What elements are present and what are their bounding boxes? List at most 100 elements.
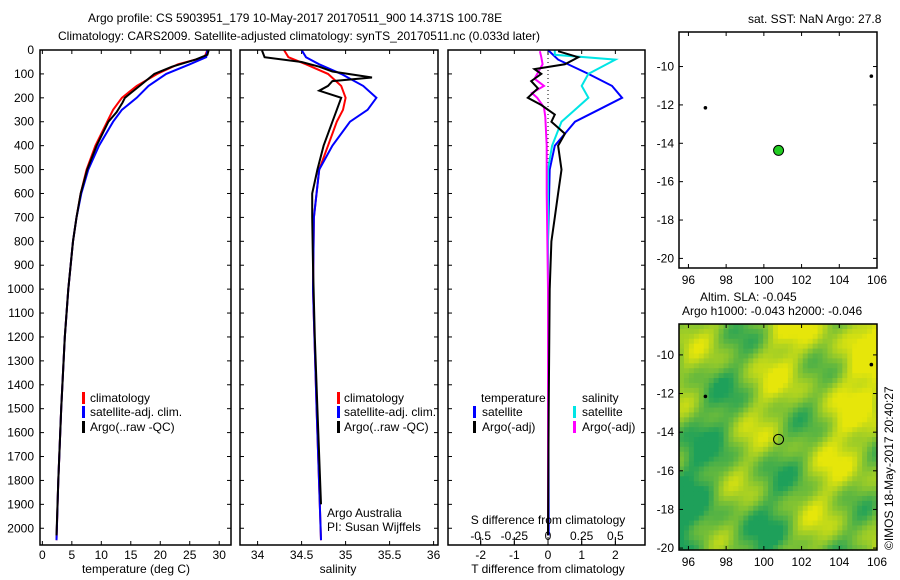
sla-cell: [733, 446, 739, 453]
sla-cell: [693, 476, 700, 482]
sla-cell: [768, 397, 774, 404]
sla-cell: [693, 387, 700, 394]
legend-s-satellite: satellite: [582, 405, 623, 419]
sla-cell: [797, 451, 804, 458]
sla-cell: [857, 486, 863, 492]
sla-cell: [748, 515, 754, 522]
sla-cell: [778, 525, 784, 531]
sla-cell: [713, 476, 720, 482]
sla-cell: [683, 387, 690, 394]
sla-cell: [718, 363, 725, 369]
sla-cell: [713, 328, 720, 335]
sla-cell: [693, 363, 700, 369]
sla-cell: [679, 333, 685, 340]
sla-cell: [768, 382, 774, 389]
sla-cell: [812, 535, 819, 541]
sla-cell: [867, 343, 873, 350]
x-tick-label: 104: [829, 273, 849, 287]
sla-cell: [812, 382, 819, 389]
sla-cell: [827, 333, 834, 340]
sla-cell: [753, 525, 759, 531]
sla-cell: [872, 510, 878, 517]
sla-cell: [713, 437, 720, 443]
sla-cell: [852, 540, 858, 546]
sla-cell: [812, 343, 819, 350]
sla-cell: [842, 358, 848, 364]
sla-cell: [822, 387, 829, 394]
sla-cell: [768, 466, 774, 472]
sla-cell: [852, 382, 858, 389]
sla-cell: [743, 505, 749, 512]
sla-cell: [852, 348, 858, 355]
sla-cell: [802, 505, 809, 512]
sla-cell: [797, 545, 804, 551]
sla-cell: [852, 328, 858, 335]
legend-temperature: temperature: [481, 391, 546, 405]
sla-cell: [693, 412, 700, 418]
sla-cell: [708, 387, 715, 394]
sla-cell: [713, 441, 720, 448]
sla-cell: [778, 333, 784, 340]
sla-cell: [867, 373, 873, 379]
sla-cell: [748, 358, 754, 364]
sla-cell: [867, 378, 873, 384]
sla-cell: [807, 491, 814, 497]
sla-cell: [768, 387, 774, 394]
sla-cell: [733, 520, 739, 527]
sla-cell: [738, 363, 744, 369]
sla-cell: [693, 437, 700, 443]
sla-cell: [867, 446, 873, 453]
sla-cell: [733, 422, 739, 428]
sla-cell: [827, 486, 834, 492]
sla-cell: [852, 451, 858, 458]
sla-cell: [743, 456, 749, 463]
sla-cell: [703, 515, 710, 522]
sla-cell: [748, 378, 754, 384]
sla-cell: [822, 338, 829, 345]
sla-cell: [763, 510, 769, 517]
sla-cell: [842, 441, 848, 448]
sla-cell: [708, 402, 715, 409]
sla-cell: [837, 505, 843, 512]
sla-cell: [728, 505, 735, 512]
sla-cell: [738, 402, 744, 409]
sla-cell: [782, 328, 789, 335]
sla-cell: [832, 495, 838, 502]
sla-cell: [708, 353, 715, 359]
sla-cell: [807, 481, 814, 487]
sla-cell: [683, 530, 690, 536]
sla-cell: [827, 471, 834, 477]
sla-cell: [822, 382, 829, 389]
sla-cell: [733, 378, 739, 384]
sla-cell: [847, 505, 853, 512]
sla-cell: [683, 343, 690, 350]
sla-cell: [872, 402, 878, 409]
sla-cell: [787, 525, 794, 531]
sla-cell: [758, 510, 764, 517]
sla-cell: [872, 530, 878, 536]
sla-cell: [822, 520, 829, 527]
sla-cell: [708, 481, 715, 487]
sla-cell: [703, 412, 710, 418]
sla-cell: [787, 363, 794, 369]
sla-cell: [778, 535, 784, 541]
sla-cell: [837, 520, 843, 527]
salinity-panel: 34 34.5 35 35.5 36: [239, 49, 441, 562]
sla-cell: [753, 491, 759, 497]
sla-cell: [688, 491, 695, 497]
sla-cell: [852, 343, 858, 350]
sla-cell: [837, 348, 843, 355]
sla-cell: [847, 338, 853, 345]
sla-cell: [807, 348, 814, 355]
sla-cell: [743, 402, 749, 409]
sla-cell: [683, 495, 690, 502]
sla-cell: [773, 471, 779, 477]
sla-cell: [782, 535, 789, 541]
title-line-1: Argo profile: CS 5903951_179 10-May-2017…: [88, 11, 502, 25]
sla-cell: [802, 500, 809, 507]
sla-cell: [698, 471, 705, 477]
sla-cell: [763, 368, 769, 374]
sla-cell: [693, 530, 700, 536]
sla-cell: [778, 446, 784, 453]
sla-cell: [718, 471, 725, 477]
